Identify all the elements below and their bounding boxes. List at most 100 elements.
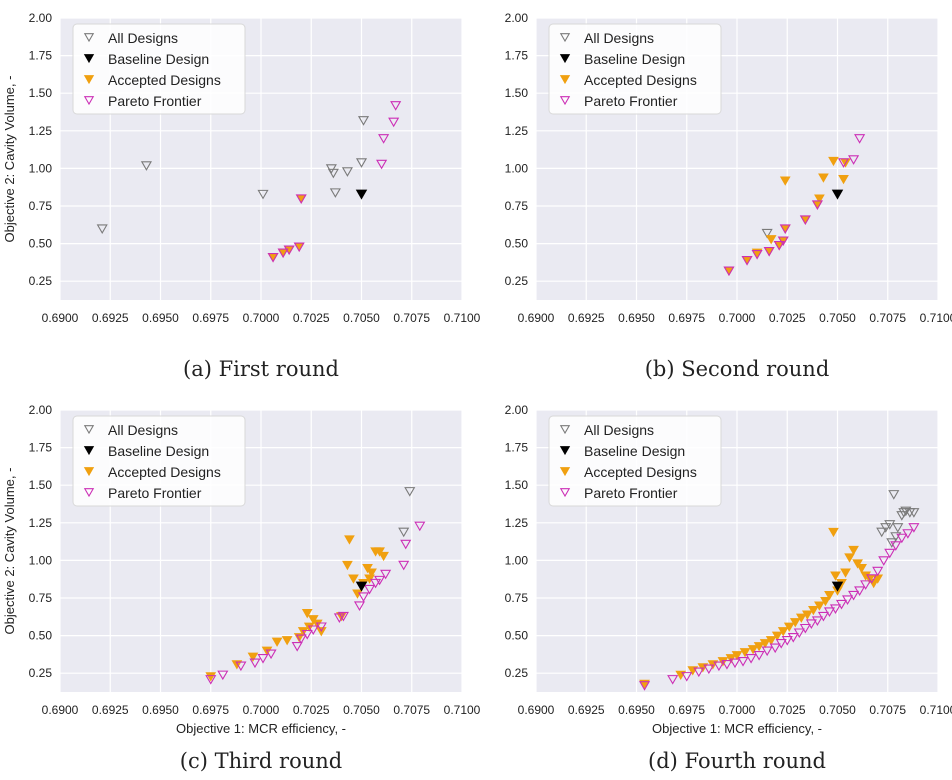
accepted-designs-point xyxy=(828,527,839,538)
accepted-designs-point xyxy=(856,563,867,574)
y-tick-label: 1.00 xyxy=(505,161,529,175)
all-designs-point xyxy=(96,224,108,235)
y-tick-label: 0.50 xyxy=(29,629,53,643)
all-designs-point xyxy=(761,228,773,239)
y-tick-label: 0.50 xyxy=(505,629,529,643)
x-tick-label: 0.7100 xyxy=(920,311,952,325)
legend-label-pareto-frontier: Pareto Frontier xyxy=(108,485,202,501)
pareto-frontier-point xyxy=(775,638,787,649)
x-tick-label: 0.7100 xyxy=(444,703,481,717)
all-designs-point xyxy=(329,188,341,198)
pareto-frontier-point xyxy=(799,215,811,226)
accepted-designs-point xyxy=(824,591,835,601)
y-tick-label: 0.25 xyxy=(29,274,53,288)
all-designs-point xyxy=(327,168,339,179)
y-tick-label: 1.00 xyxy=(505,553,529,567)
pareto-frontier-point xyxy=(745,654,757,664)
accepted-designs-point xyxy=(366,568,377,578)
pareto-frontier-point xyxy=(837,158,850,168)
y-tick-label: 0.25 xyxy=(505,666,529,680)
y-tick-label: 1.75 xyxy=(505,49,529,63)
pareto-frontier-point xyxy=(283,245,295,256)
x-tick-label: 0.6975 xyxy=(668,311,705,325)
accepted-designs-point xyxy=(362,563,373,574)
x-tick-label: 0.7025 xyxy=(769,311,806,325)
pareto-frontier-point xyxy=(860,580,872,590)
y-tick-label: 1.75 xyxy=(29,441,53,455)
accepted-designs-point xyxy=(344,535,355,545)
pareto-frontier-point xyxy=(370,578,382,589)
x-tick-label: 0.7000 xyxy=(719,311,756,325)
x-tick-label: 0.7025 xyxy=(293,311,330,325)
x-tick-label: 0.7000 xyxy=(243,703,280,717)
pareto-frontier-point xyxy=(753,651,765,661)
legend-marker-all-designs xyxy=(559,425,571,435)
baseline-design-point xyxy=(355,581,368,592)
pareto-frontier-point xyxy=(353,601,366,611)
pareto-frontier-point xyxy=(872,566,884,577)
accepted-designs-point xyxy=(753,642,765,652)
x-tick-label: 0.7100 xyxy=(444,311,481,325)
pareto-frontier-point xyxy=(337,611,349,622)
y-tick-label: 1.00 xyxy=(29,553,53,567)
pareto-frontier-point xyxy=(805,619,817,630)
x-tick-label: 0.7075 xyxy=(869,703,906,717)
y-tick-label: 2.00 xyxy=(29,11,53,25)
x-tick-label: 0.6925 xyxy=(568,311,605,325)
pareto-frontier-point xyxy=(380,569,392,580)
panel-caption: (c) Third round xyxy=(180,749,342,773)
panel-4: 0.6900 0.6925 0.6950 0.6975 0.7000 0.7025 0.70… xyxy=(505,403,952,773)
accepted-designs-point xyxy=(271,637,283,647)
legend-label-baseline-design: Baseline Design xyxy=(108,51,209,67)
pareto-frontier-point xyxy=(751,249,763,260)
accepted-designs-point xyxy=(751,248,763,258)
legend-marker-baseline-design xyxy=(83,54,95,64)
accepted-designs-point xyxy=(814,194,825,204)
legend-marker-baseline-design xyxy=(83,446,95,456)
y-tick-label: 0.75 xyxy=(29,591,53,605)
pareto-frontier-point xyxy=(681,672,693,682)
pareto-frontier-point xyxy=(781,635,793,646)
accepted-designs-point xyxy=(789,618,801,628)
pareto-frontier-point xyxy=(841,595,854,605)
pareto-frontier-point xyxy=(249,658,261,669)
pareto-frontier-point xyxy=(363,584,376,595)
accepted-designs-point xyxy=(848,545,859,556)
legend-label-accepted-designs: Accepted Designs xyxy=(584,72,697,88)
pareto-frontier-point xyxy=(823,607,836,618)
legend: All Designs Baseline Design Accepted Desig… xyxy=(72,23,246,115)
y-tick-label: 1.50 xyxy=(505,478,529,492)
accepted-designs-point xyxy=(783,622,795,632)
x-tick-label: 0.6975 xyxy=(192,703,229,717)
x-tick-label: 0.7075 xyxy=(393,703,430,717)
legend-marker-all-designs xyxy=(559,33,571,43)
pareto-frontier-point xyxy=(737,657,749,667)
pareto-frontier-point xyxy=(374,575,386,586)
y-tick-label: 0.75 xyxy=(29,199,53,213)
pareto-frontier-point xyxy=(400,539,412,550)
accepted-designs-point xyxy=(765,636,777,646)
pareto-frontier-point xyxy=(713,661,725,672)
pareto-frontier-point xyxy=(811,616,823,627)
legend-marker-baseline-design xyxy=(559,54,571,64)
accepted-designs-point xyxy=(801,610,813,620)
all-designs-point xyxy=(398,527,410,538)
pareto-frontier-point xyxy=(902,529,914,539)
x-tick-label: 0.6900 xyxy=(42,703,79,717)
all-designs-point xyxy=(880,523,892,533)
x-tick-label: 0.6900 xyxy=(518,703,555,717)
legend-marker-accepted-designs xyxy=(83,467,95,477)
legend-marker-accepted-designs xyxy=(559,75,571,85)
pareto-frontier-point xyxy=(267,252,279,263)
pareto-frontier-point xyxy=(890,541,902,551)
pareto-frontier-point xyxy=(721,660,733,670)
pareto-frontier-point xyxy=(854,586,866,596)
pareto-frontier-point xyxy=(848,155,860,165)
panel-1: 0.6900 0.6925 0.6950 0.6975 0.7000 0.7025 0.70… xyxy=(2,11,481,381)
panel-caption: (d) Fourth round xyxy=(648,749,826,773)
y-axis-label: Objective 2: Cavity Volume, - xyxy=(2,76,17,243)
pareto-frontier-point xyxy=(866,574,878,584)
panel-caption: (b) Second round xyxy=(645,357,830,381)
legend-marker-accepted-designs xyxy=(83,75,95,85)
pareto-frontier-point xyxy=(729,658,741,669)
